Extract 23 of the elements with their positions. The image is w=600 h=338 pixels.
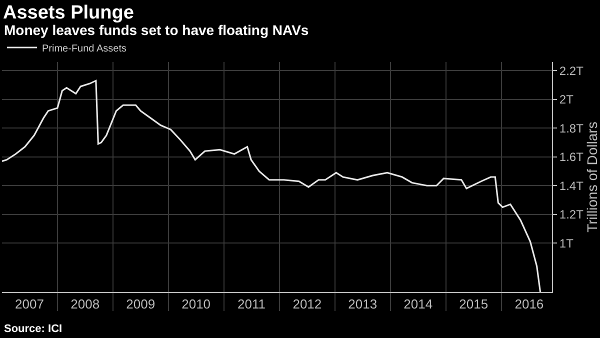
y-tick-label: 1.8T <box>559 121 584 136</box>
y-tick-label: 1.2T <box>559 208 584 222</box>
x-tick-label: 2016 <box>514 296 544 312</box>
x-tick-label: 2008 <box>70 296 100 312</box>
chart-title: Assets Plunge <box>3 2 134 24</box>
x-tick-label: 2014 <box>404 296 433 312</box>
y-axis-title: Trillions of Dollars <box>584 122 600 232</box>
x-tick-label: 2007 <box>15 296 44 312</box>
x-tick-label: 2013 <box>348 296 378 312</box>
y-tick-label: 1.6T <box>559 150 584 164</box>
x-tick-label: 2010 <box>182 296 211 312</box>
y-tick-label: 2T <box>559 92 574 107</box>
line-series <box>2 80 542 292</box>
x-tick-label: 2012 <box>292 296 322 312</box>
chart-subtitle: Money leaves funds set to have floating NAVs <box>4 22 309 38</box>
y-tick-label: 2.2T <box>559 64 584 78</box>
x-tick-label: 2015 <box>459 296 488 312</box>
y-tick-label: 1.4T <box>559 178 584 193</box>
y-tick-label: 1T <box>559 236 574 250</box>
x-tick-label: 2009 <box>126 296 156 312</box>
source-note: Source: ICI <box>4 323 62 335</box>
legend-label: Prime-Fund Assets <box>42 43 126 54</box>
x-tick-label: 2011 <box>238 296 266 312</box>
